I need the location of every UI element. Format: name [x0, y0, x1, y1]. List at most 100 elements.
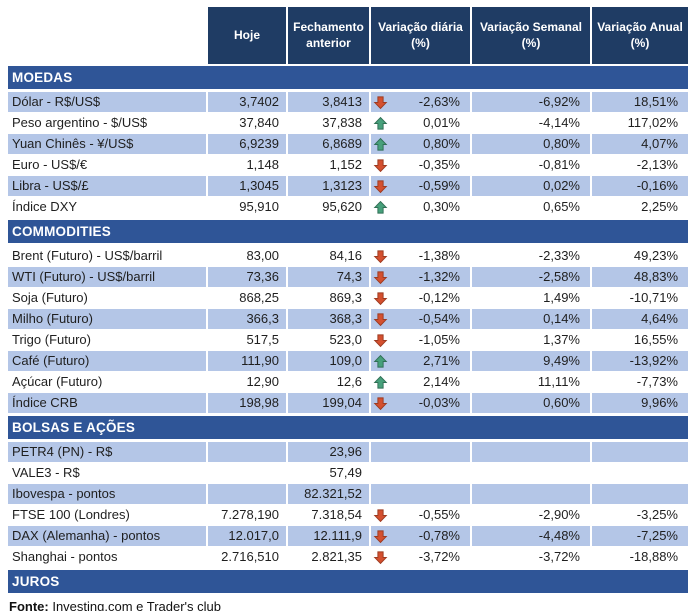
- table-row: Peso argentino - $/US$ 37,840 37,838 0,01% -…: [8, 113, 688, 134]
- cell-variacao-semanal: 9,49%: [470, 351, 590, 372]
- cell-fechamento-anterior: 74,3: [286, 267, 369, 288]
- variacao-diaria-value: -1,32%: [418, 269, 460, 284]
- cell-fechamento-anterior: 57,49: [286, 463, 369, 484]
- cell-hoje: 868,25: [206, 288, 286, 309]
- arrow-down-icon: [373, 291, 388, 305]
- variacao-diaria-value: -0,59%: [418, 178, 460, 193]
- arrow-down-icon: [373, 508, 388, 522]
- cell-fechamento-anterior: 1,3123: [286, 176, 369, 197]
- cell-hoje: 83,00: [206, 246, 286, 267]
- cell-variacao-anual: 117,02%: [590, 113, 688, 134]
- cell-variacao-anual: 18,51%: [590, 92, 688, 113]
- cell-variacao-diaria: -0,59%: [369, 176, 470, 197]
- row-label: Açúcar (Futuro): [8, 372, 206, 393]
- variacao-diaria-value: -3,72%: [418, 549, 460, 564]
- cell-variacao-semanal: -0,81%: [470, 155, 590, 176]
- cell-variacao-diaria: -0,54%: [369, 309, 470, 330]
- table-header-row: Hoje Fechamento anterior Variação diária (…: [8, 7, 688, 64]
- row-label: Índice DXY: [8, 197, 206, 218]
- header-cell: Variação Anual (%): [590, 7, 688, 64]
- cell-variacao-anual: 49,23%: [590, 246, 688, 267]
- cell-hoje: 3,7402: [206, 92, 286, 113]
- cell-fechamento-anterior: 23,96: [286, 442, 369, 463]
- table-row: Brent (Futuro) - US$/barril 83,00 84,16 -1,…: [8, 246, 688, 267]
- cell-variacao-diaria: [369, 463, 470, 484]
- cell-variacao-diaria: [369, 442, 470, 463]
- cell-fechamento-anterior: 6,8689: [286, 134, 369, 155]
- header-cell: Fechamento anterior: [286, 7, 369, 64]
- cell-variacao-semanal: 0,14%: [470, 309, 590, 330]
- variacao-diaria-value: -0,54%: [418, 311, 460, 326]
- table-row: Shanghai - pontos 2.716,510 2.821,35 -3,72%…: [8, 547, 688, 568]
- cell-variacao-semanal: 11,11%: [470, 372, 590, 393]
- cell-variacao-diaria: 0,80%: [369, 134, 470, 155]
- cell-variacao-diaria: -0,12%: [369, 288, 470, 309]
- cell-variacao-anual: [590, 463, 688, 484]
- section-header-commodities: COMMODITIES: [8, 220, 688, 243]
- cell-hoje: 198,98: [206, 393, 286, 414]
- cell-variacao-diaria: 2,71%: [369, 351, 470, 372]
- cell-fechamento-anterior: 12.111,9: [286, 526, 369, 547]
- variacao-diaria-value: 0,01%: [423, 115, 460, 130]
- table-row: Ibovespa - pontos 82.321,52: [8, 484, 688, 505]
- arrow-up-icon: [373, 375, 388, 389]
- cell-fechamento-anterior: 7.318,54: [286, 505, 369, 526]
- cell-variacao-anual: -0,16%: [590, 176, 688, 197]
- cell-fechamento-anterior: 2.821,35: [286, 547, 369, 568]
- cell-variacao-anual: -7,73%: [590, 372, 688, 393]
- cell-fechamento-anterior: 12,6: [286, 372, 369, 393]
- arrow-down-icon: [373, 529, 388, 543]
- table-row: Milho (Futuro) 366,3 368,3 -0,54% 0,14% 4,64%: [8, 309, 688, 330]
- cell-variacao-semanal: [470, 484, 590, 505]
- row-label: DAX (Alemanha) - pontos: [8, 526, 206, 547]
- cell-variacao-diaria: -1,05%: [369, 330, 470, 351]
- cell-fechamento-anterior: 523,0: [286, 330, 369, 351]
- arrow-down-icon: [373, 249, 388, 263]
- cell-variacao-diaria: -1,38%: [369, 246, 470, 267]
- cell-variacao-semanal: 1,37%: [470, 330, 590, 351]
- arrow-down-icon: [373, 333, 388, 347]
- cell-variacao-semanal: 0,60%: [470, 393, 590, 414]
- cell-variacao-diaria: 0,30%: [369, 197, 470, 218]
- cell-hoje: [206, 484, 286, 505]
- cell-variacao-semanal: -4,48%: [470, 526, 590, 547]
- cell-hoje: [206, 442, 286, 463]
- cell-hoje: 1,3045: [206, 176, 286, 197]
- cell-variacao-semanal: -3,72%: [470, 547, 590, 568]
- arrow-down-icon: [373, 179, 388, 193]
- row-label: Soja (Futuro): [8, 288, 206, 309]
- table-row: Libra - US$/£ 1,3045 1,3123 -0,59% 0,02% -0,1…: [8, 176, 688, 197]
- cell-hoje: 366,3: [206, 309, 286, 330]
- cell-fechamento-anterior: 82.321,52: [286, 484, 369, 505]
- cell-variacao-semanal: [470, 442, 590, 463]
- cell-variacao-diaria: -0,78%: [369, 526, 470, 547]
- header-cell: Variação Semanal (%): [470, 7, 590, 64]
- cell-hoje: 111,90: [206, 351, 286, 372]
- cell-variacao-semanal: 0,02%: [470, 176, 590, 197]
- cell-variacao-diaria: [369, 484, 470, 505]
- source-label: Fonte:: [9, 599, 49, 611]
- variacao-diaria-value: 0,80%: [423, 136, 460, 151]
- cell-variacao-anual: -10,71%: [590, 288, 688, 309]
- source-note: Fonte: Investing.com e Trader's club: [8, 599, 688, 611]
- cell-hoje: 6,9239: [206, 134, 286, 155]
- cell-variacao-anual: -7,25%: [590, 526, 688, 547]
- row-label: Ibovespa - pontos: [8, 484, 206, 505]
- header-cell: Variação diária (%): [369, 7, 470, 64]
- arrow-down-icon: [373, 550, 388, 564]
- cell-variacao-diaria: -0,03%: [369, 393, 470, 414]
- cell-fechamento-anterior: 1,152: [286, 155, 369, 176]
- cell-hoje: 1,148: [206, 155, 286, 176]
- cell-fechamento-anterior: 84,16: [286, 246, 369, 267]
- cell-variacao-anual: -18,88%: [590, 547, 688, 568]
- cell-variacao-anual: -3,25%: [590, 505, 688, 526]
- cell-variacao-anual: 4,64%: [590, 309, 688, 330]
- cell-hoje: 2.716,510: [206, 547, 286, 568]
- row-label: Libra - US$/£: [8, 176, 206, 197]
- cell-fechamento-anterior: 368,3: [286, 309, 369, 330]
- row-label: Peso argentino - $/US$: [8, 113, 206, 134]
- row-label: Trigo (Futuro): [8, 330, 206, 351]
- variacao-diaria-value: -0,03%: [418, 395, 460, 410]
- cell-variacao-semanal: -6,92%: [470, 92, 590, 113]
- table-row: Trigo (Futuro) 517,5 523,0 -1,05% 1,37% 16,55…: [8, 330, 688, 351]
